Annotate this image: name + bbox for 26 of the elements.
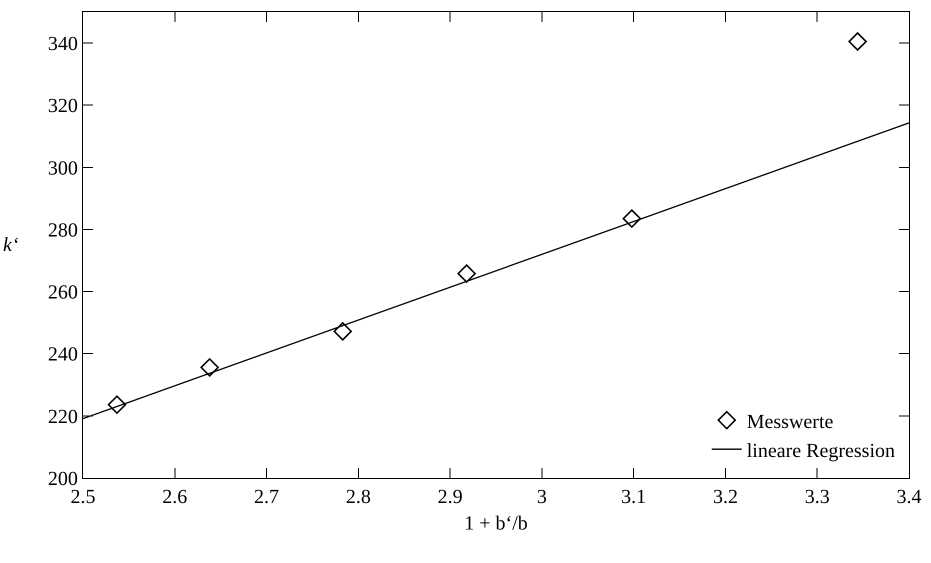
x-tick-label: 3.3 <box>804 486 830 508</box>
y-tick-label: 320 <box>48 95 78 118</box>
x-tick-label: 3.2 <box>712 486 738 508</box>
point <box>457 264 476 283</box>
y-tick-label: 240 <box>48 344 78 366</box>
point <box>108 395 126 414</box>
x-tick-label: 2.8 <box>346 486 371 508</box>
x-tick-label: 2.7 <box>254 486 280 508</box>
point <box>622 209 642 228</box>
y-tick-label: 280 <box>48 219 78 242</box>
x-tick-label: 3 <box>536 486 547 508</box>
y-tick-label: 220 <box>48 406 78 428</box>
point <box>848 32 867 51</box>
x-tick-label: 3.4 <box>896 486 922 508</box>
x-tick-label: 2.6 <box>162 486 188 508</box>
x-tick-label: 2.9 <box>438 486 463 508</box>
x-tick-label: 3.1 <box>621 486 646 508</box>
y-tick-label: 340 <box>48 33 78 56</box>
point <box>200 358 219 377</box>
y-tick-label: 300 <box>48 157 78 180</box>
x-axis-title: 1 + b‘/b <box>464 512 528 535</box>
point <box>333 322 352 341</box>
legend-label: lineare Regression <box>746 440 896 462</box>
y-axis-title: k‘ <box>3 234 19 256</box>
legend-label: Messwerte <box>746 410 834 433</box>
y-tick-label: 260 <box>48 282 78 304</box>
